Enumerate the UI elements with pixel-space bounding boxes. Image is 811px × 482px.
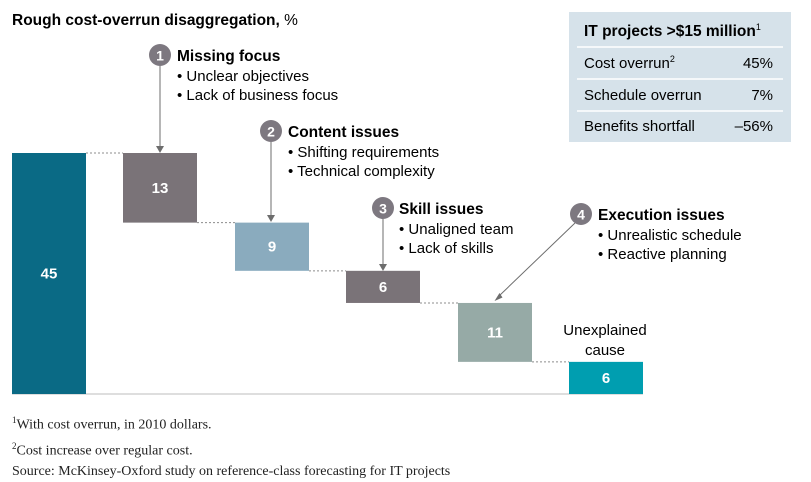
- annotation-heading: Content issues: [288, 124, 399, 141]
- annotation-bullet: • Unaligned team: [399, 221, 514, 238]
- annotation-bullet: • Lack of skills: [399, 240, 493, 257]
- number-badge-text: 2: [267, 124, 275, 140]
- unexplained-caption-line2: cause: [585, 342, 625, 359]
- source-note: Source: McKinsey-Oxford study on referen…: [12, 464, 451, 480]
- number-badge-text: 3: [379, 201, 387, 217]
- arrowhead-icon: [379, 264, 387, 271]
- number-badge: [260, 120, 282, 142]
- annotation-skill-issues: 3 Skill issues • Unaligned team • Lack o…: [372, 197, 514, 271]
- annotation-bullet: • Lack of business focus: [177, 87, 338, 104]
- annotation-missing-focus: 1 Missing focus • Unclear objectives • L…: [149, 44, 338, 153]
- annotation-bullet: • Reactive planning: [598, 246, 727, 263]
- arrowhead-icon: [267, 215, 275, 222]
- number-badge: [372, 197, 394, 219]
- annotation-heading: Missing focus: [177, 48, 280, 65]
- annotation-execution-issues: 4 Execution issues • Unrealistic schedul…: [494, 203, 742, 301]
- arrowhead-icon: [156, 146, 164, 153]
- unexplained-caption-line1: Unexplained: [563, 322, 646, 339]
- bar-value-label: 6: [602, 370, 610, 387]
- number-badge: [570, 203, 592, 225]
- table-row-label: Schedule overrun: [584, 87, 702, 104]
- annotation-heading: Execution issues: [598, 207, 725, 224]
- annotation-bullet: • Unclear objectives: [177, 68, 309, 85]
- number-badge-text: 4: [577, 207, 585, 223]
- number-badge-text: 1: [156, 48, 164, 64]
- annotation-heading: Skill issues: [399, 201, 483, 218]
- annotation-bullet: • Technical complexity: [288, 163, 435, 180]
- annotation-bullet: • Unrealistic schedule: [598, 227, 742, 244]
- number-badge: [149, 44, 171, 66]
- summary-table: IT projects >$15 million1 Cost overrun2 …: [569, 12, 791, 142]
- table-row-label: Benefits shortfall: [584, 118, 695, 135]
- table-row-value: 7%: [751, 87, 773, 104]
- bar-total: [12, 153, 86, 394]
- table-row-label: Cost overrun2: [584, 54, 675, 72]
- bar-content-issues: [235, 222, 309, 271]
- bar-value-label-total: 45: [41, 266, 58, 283]
- annotation-content-issues: 2 Content issues • Shifting requirements…: [260, 120, 439, 222]
- summary-table-header: IT projects >$15 million1: [584, 22, 761, 40]
- annotation-arrow-line: [498, 222, 576, 297]
- bar-value-label: 9: [268, 239, 276, 256]
- table-row-value: –56%: [735, 118, 773, 135]
- bar-missing-focus: [123, 153, 197, 223]
- bar-skill-issues: [346, 270, 420, 303]
- footnotes: 1With cost overrun, in 2010 dollars. 2Co…: [12, 410, 450, 482]
- bar-unexplained-cause: [569, 361, 643, 394]
- summary-table-background: [569, 12, 791, 142]
- bar-execution-issues: [458, 302, 532, 362]
- bar-value-label: 13: [152, 180, 169, 197]
- table-row-value: 45%: [743, 55, 773, 72]
- annotation-bullet: • Shifting requirements: [288, 144, 439, 161]
- arrowhead-icon: [494, 293, 503, 301]
- bar-value-label: 6: [379, 279, 387, 296]
- bar-value-label: 11: [487, 324, 503, 341]
- footnote-1: 1With cost overrun, in 2010 dollars.: [12, 415, 212, 433]
- footnote-2: 2Cost increase over regular cost.: [12, 440, 193, 459]
- chart-title: Rough cost-overrun disaggregation, %: [12, 12, 298, 29]
